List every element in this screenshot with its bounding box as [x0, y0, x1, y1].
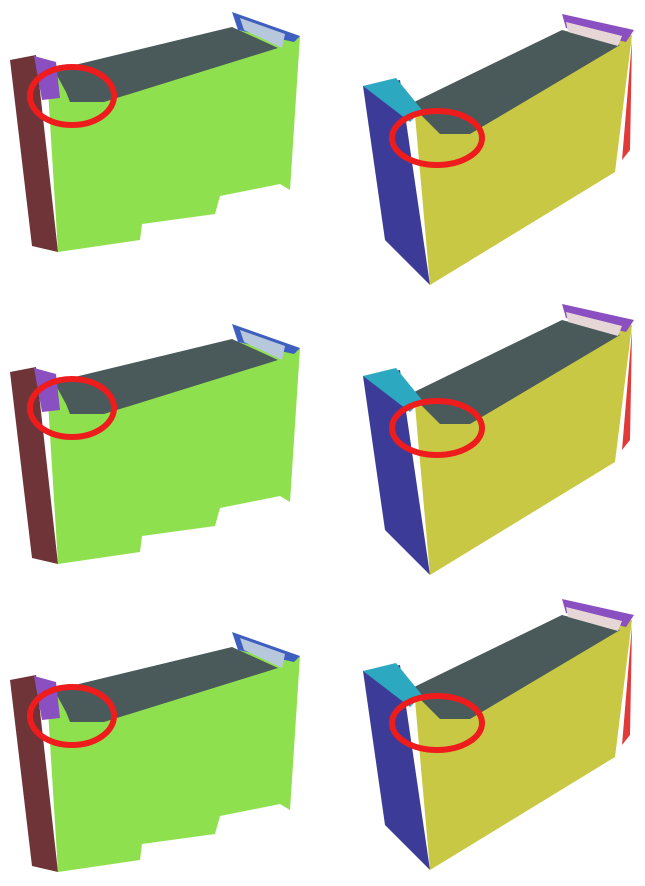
model-render: [10, 324, 300, 564]
model-render: [363, 14, 634, 285]
model-render: [363, 304, 634, 575]
model-render: [363, 599, 634, 870]
model-render: [10, 632, 300, 872]
model-render: [10, 12, 300, 252]
